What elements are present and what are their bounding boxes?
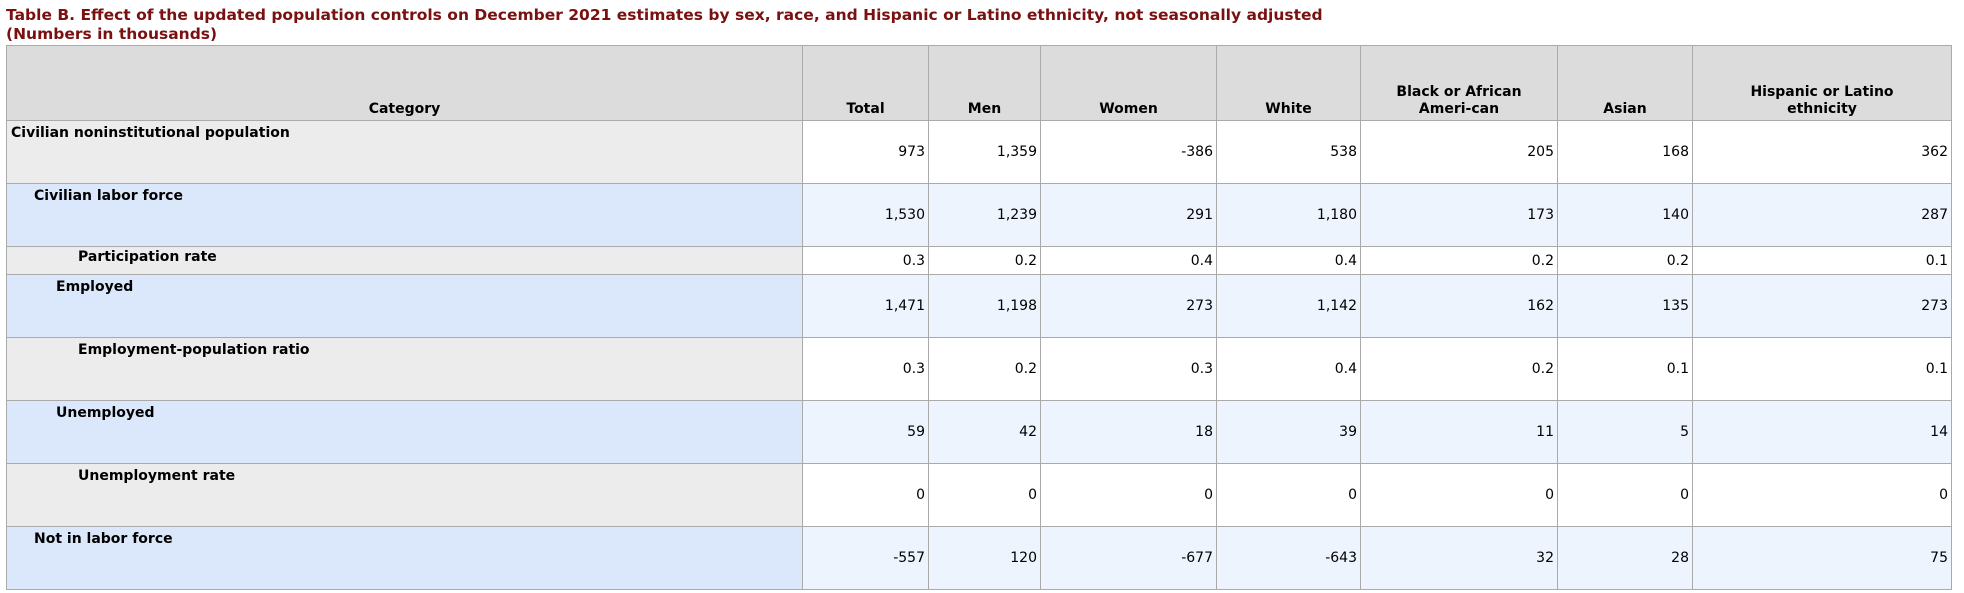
table-title: Table B. Effect of the updated populatio…: [6, 6, 1323, 44]
cell-value: 28: [1557, 526, 1693, 590]
column-header: Asian: [1557, 45, 1693, 121]
column-header: Women: [1040, 45, 1217, 121]
cell-value: 273: [1040, 274, 1217, 338]
cell-value: -643: [1216, 526, 1361, 590]
cell-value: 42: [928, 400, 1041, 464]
table-row: Unemployment rate 0 0 0 0 0 0 0: [6, 463, 1952, 527]
cell-value: 168: [1557, 120, 1693, 184]
cell-value: 538: [1216, 120, 1361, 184]
cell-value: 362: [1692, 120, 1952, 184]
cell-value: -677: [1040, 526, 1217, 590]
row-label: Civilian labor force: [6, 183, 803, 247]
cell-value: 0.4: [1216, 246, 1361, 275]
header-row: Category Total Men Women White Black or Afric…: [6, 45, 1952, 121]
table-row: Civilian labor force 1,530 1,239 291 1,180 17…: [6, 183, 1952, 247]
cell-value: 0: [802, 463, 929, 527]
cell-value: 32: [1360, 526, 1558, 590]
cell-value: 39: [1216, 400, 1361, 464]
row-label: Employed: [6, 274, 803, 338]
cell-value: 0.1: [1692, 337, 1952, 401]
row-label: Participation rate: [6, 246, 803, 275]
cell-value: 1,142: [1216, 274, 1361, 338]
cell-value: 0: [1360, 463, 1558, 527]
cell-value: 1,239: [928, 183, 1041, 247]
row-label: Not in labor force: [6, 526, 803, 590]
cell-value: 0: [1040, 463, 1217, 527]
row-label: Civilian noninstitutional population: [6, 120, 803, 184]
cell-value: 5: [1557, 400, 1693, 464]
cell-value: 973: [802, 120, 929, 184]
cell-value: 0.3: [802, 337, 929, 401]
subtitle: (Numbers in thousands): [6, 25, 218, 43]
cell-value: 11: [1360, 400, 1558, 464]
cell-value: 14: [1692, 400, 1952, 464]
cell-value: 0.1: [1557, 337, 1693, 401]
cell-value: 120: [928, 526, 1041, 590]
cell-value: 1,198: [928, 274, 1041, 338]
cell-value: 59: [802, 400, 929, 464]
cell-value: 0: [1216, 463, 1361, 527]
column-header: Total: [802, 45, 929, 121]
column-header: White: [1216, 45, 1361, 121]
cell-value: 0.2: [1557, 246, 1693, 275]
cell-value: 0.4: [1040, 246, 1217, 275]
table-row: Civilian noninstitutional population 973 1…: [6, 120, 1952, 184]
cell-value: 205: [1360, 120, 1558, 184]
cell-value: -386: [1040, 120, 1217, 184]
table-row: Employment-population ratio 0.3 0.2 0.3 0.4 0…: [6, 337, 1952, 401]
cell-value: 135: [1557, 274, 1693, 338]
cell-value: 140: [1557, 183, 1693, 247]
cell-value: 0.3: [1040, 337, 1217, 401]
data-table: Category Total Men Women White Black or Afric…: [6, 45, 1952, 590]
row-label: Employment-population ratio: [6, 337, 803, 401]
cell-value: 173: [1360, 183, 1558, 247]
cell-value: 0: [1692, 463, 1952, 527]
cell-value: 0.2: [928, 246, 1041, 275]
cell-value: 0: [1557, 463, 1693, 527]
cell-value: 1,359: [928, 120, 1041, 184]
cell-value: 0.3: [802, 246, 929, 275]
cell-value: 18: [1040, 400, 1217, 464]
cell-value: 0.2: [928, 337, 1041, 401]
table-row: Unemployed 59 42 18 39 11 5 14: [6, 400, 1952, 464]
cell-value: 0.2: [1360, 337, 1558, 401]
column-header: Black or African Ameri-can: [1360, 45, 1558, 121]
cell-value: 1,180: [1216, 183, 1361, 247]
cell-value: 287: [1692, 183, 1952, 247]
cell-value: 162: [1360, 274, 1558, 338]
cell-value: 0: [928, 463, 1041, 527]
cell-value: -557: [802, 526, 929, 590]
cell-value: 75: [1692, 526, 1952, 590]
cell-value: 0.4: [1216, 337, 1361, 401]
table-row: Not in labor force -557 120 -677 -643 32 28 75: [6, 526, 1952, 590]
table-row: Participation rate 0.3 0.2 0.4 0.4 0.2 0.2 0.1: [6, 246, 1952, 275]
table-body: Civilian noninstitutional population 973 1…: [6, 120, 1952, 590]
cell-value: 273: [1692, 274, 1952, 338]
table-row: Employed 1,471 1,198 273 1,142 162 135 273: [6, 274, 1952, 338]
cell-value: 291: [1040, 183, 1217, 247]
cell-value: 1,471: [802, 274, 929, 338]
row-label: Unemployed: [6, 400, 803, 464]
column-header: Category: [6, 45, 803, 121]
cell-value: 0.2: [1360, 246, 1558, 275]
cell-value: 0.1: [1692, 246, 1952, 275]
column-header: Hispanic or Latino ethnicity: [1692, 45, 1952, 121]
column-header: Men: [928, 45, 1041, 121]
title: Table B. Effect of the updated populatio…: [6, 6, 1323, 24]
row-label: Unemployment rate: [6, 463, 803, 527]
cell-value: 1,530: [802, 183, 929, 247]
